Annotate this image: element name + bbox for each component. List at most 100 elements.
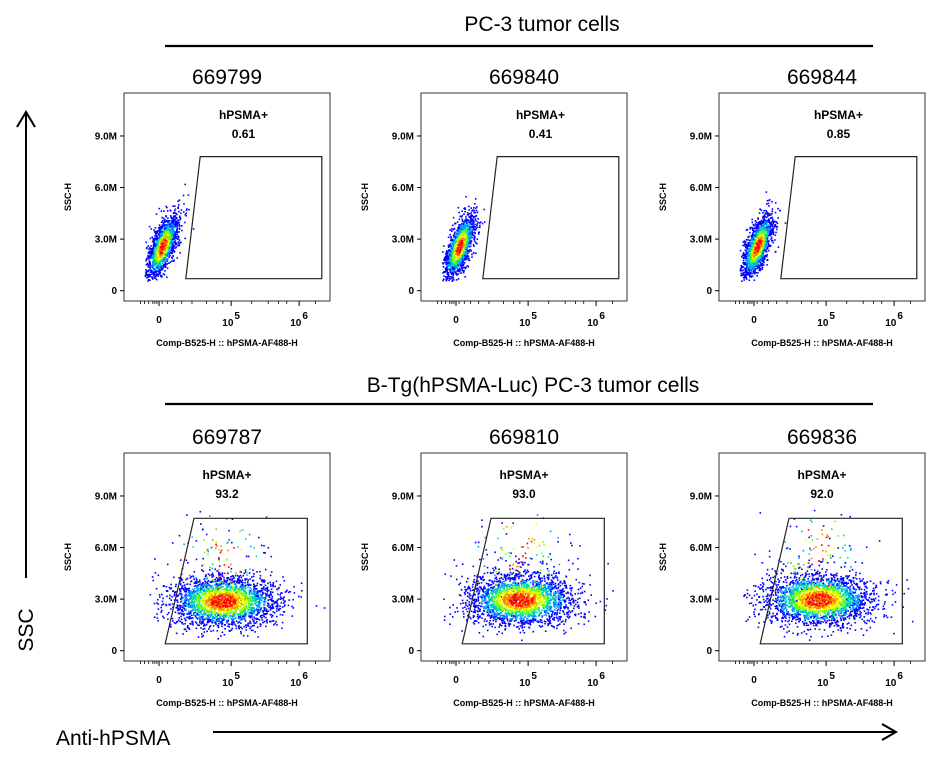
event-dot bbox=[173, 210, 176, 212]
event-dot bbox=[772, 233, 775, 236]
event-dot bbox=[744, 262, 746, 264]
event-dot bbox=[159, 258, 161, 261]
y-tick-label: 6.0M bbox=[95, 183, 117, 194]
event-dot bbox=[474, 226, 477, 228]
event-dot bbox=[763, 209, 765, 212]
event-dot bbox=[757, 218, 759, 220]
event-dot bbox=[765, 219, 768, 222]
event-dot bbox=[776, 225, 779, 228]
event-dot bbox=[770, 238, 772, 240]
event-dot bbox=[757, 257, 760, 259]
event-dot bbox=[465, 251, 468, 254]
event-dot bbox=[201, 564, 203, 567]
event-dot bbox=[145, 274, 148, 276]
event-dot bbox=[747, 269, 749, 272]
event-dot bbox=[158, 235, 161, 238]
event-dot bbox=[263, 545, 265, 547]
event-dot bbox=[468, 259, 471, 262]
event-dot bbox=[757, 227, 759, 229]
event-dot bbox=[161, 226, 164, 229]
event-dot bbox=[149, 273, 152, 276]
x-tick-label: 0 bbox=[156, 315, 162, 326]
event-dot bbox=[187, 194, 190, 196]
event-dot bbox=[172, 205, 174, 207]
event-dot bbox=[754, 219, 757, 222]
event-dot bbox=[186, 514, 188, 516]
event-dot bbox=[464, 228, 467, 231]
event-dot bbox=[455, 255, 458, 257]
event-dot bbox=[445, 276, 447, 278]
event-dot bbox=[174, 205, 176, 207]
event-dot bbox=[258, 602, 260, 604]
event-dot bbox=[163, 245, 165, 248]
event-dot bbox=[762, 264, 765, 266]
event-dot bbox=[471, 218, 474, 221]
event-dot bbox=[461, 262, 464, 264]
event-dot bbox=[772, 231, 775, 234]
event-dot bbox=[451, 271, 454, 274]
event-dot bbox=[454, 253, 456, 255]
event-dot bbox=[153, 274, 155, 277]
event-dot bbox=[455, 236, 458, 239]
event-dot bbox=[161, 242, 164, 245]
event-dot bbox=[760, 240, 762, 242]
event-dot bbox=[469, 242, 472, 245]
event-dot bbox=[446, 261, 448, 264]
event-dot bbox=[449, 261, 451, 264]
event-dot bbox=[755, 247, 757, 249]
event-dot bbox=[757, 256, 760, 258]
event-dot bbox=[454, 264, 457, 266]
event-dot bbox=[168, 253, 171, 255]
event-dot bbox=[753, 237, 756, 240]
event-dot bbox=[758, 239, 760, 241]
event-dot bbox=[168, 237, 170, 239]
event-dot bbox=[465, 249, 467, 252]
event-dot bbox=[442, 272, 444, 274]
event-dot bbox=[449, 259, 451, 261]
event-dot bbox=[744, 271, 746, 274]
event-dot bbox=[175, 237, 178, 240]
event-dot bbox=[171, 250, 174, 253]
event-dot bbox=[177, 225, 179, 227]
event-dot bbox=[155, 234, 158, 237]
event-dot bbox=[460, 249, 462, 252]
event-dot bbox=[758, 249, 760, 251]
event-dot bbox=[151, 257, 153, 260]
event-dot bbox=[155, 213, 158, 215]
event-dot bbox=[152, 270, 154, 272]
event-dot bbox=[764, 221, 767, 223]
event-dot bbox=[745, 259, 748, 261]
event-dot bbox=[445, 260, 447, 262]
event-dot bbox=[752, 246, 755, 249]
event-dot bbox=[769, 234, 771, 236]
event-dot bbox=[446, 263, 448, 265]
event-dot bbox=[760, 248, 763, 251]
event-dot bbox=[151, 265, 153, 268]
event-dot bbox=[472, 229, 475, 231]
event-dot bbox=[160, 266, 162, 268]
event-dot bbox=[455, 253, 457, 255]
event-dot bbox=[767, 242, 769, 245]
event-dot bbox=[162, 254, 165, 257]
event-dot bbox=[166, 231, 169, 233]
event-dot bbox=[750, 239, 753, 242]
event-dot bbox=[162, 244, 164, 246]
event-dot bbox=[468, 224, 470, 227]
event-dot bbox=[457, 254, 459, 257]
event-dot bbox=[463, 233, 465, 236]
event-dot bbox=[760, 253, 762, 255]
x-tick-label: 0 bbox=[751, 315, 757, 326]
event-dot bbox=[768, 221, 770, 223]
event-dot bbox=[157, 603, 160, 605]
event-dot bbox=[162, 273, 165, 275]
event-dot bbox=[177, 207, 179, 210]
event-dot bbox=[762, 242, 764, 245]
event-dot bbox=[151, 248, 153, 250]
event-dot bbox=[758, 269, 761, 272]
y-tick-label: 0 bbox=[111, 286, 117, 297]
event-dot bbox=[461, 250, 463, 253]
event-dot bbox=[754, 263, 757, 266]
event-dot bbox=[174, 235, 176, 238]
event-dot bbox=[758, 220, 761, 223]
event-dot bbox=[256, 584, 258, 587]
